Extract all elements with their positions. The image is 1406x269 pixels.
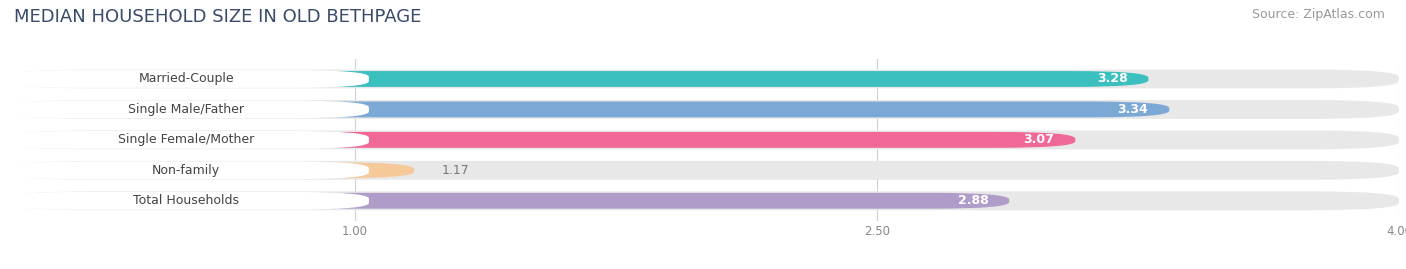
Text: Source: ZipAtlas.com: Source: ZipAtlas.com bbox=[1251, 8, 1385, 21]
Text: 3.07: 3.07 bbox=[1024, 133, 1054, 146]
FancyBboxPatch shape bbox=[7, 162, 415, 178]
Text: Single Male/Father: Single Male/Father bbox=[128, 103, 245, 116]
FancyBboxPatch shape bbox=[7, 130, 1399, 149]
Text: Non-family: Non-family bbox=[152, 164, 221, 177]
FancyBboxPatch shape bbox=[7, 69, 1399, 89]
FancyBboxPatch shape bbox=[7, 100, 1399, 119]
FancyBboxPatch shape bbox=[7, 71, 1149, 87]
FancyBboxPatch shape bbox=[7, 101, 1170, 117]
FancyBboxPatch shape bbox=[4, 70, 368, 88]
Text: Single Female/Mother: Single Female/Mother bbox=[118, 133, 254, 146]
Text: 2.88: 2.88 bbox=[957, 194, 988, 207]
FancyBboxPatch shape bbox=[4, 192, 368, 210]
Text: 1.17: 1.17 bbox=[441, 164, 470, 177]
FancyBboxPatch shape bbox=[4, 161, 368, 179]
FancyBboxPatch shape bbox=[4, 101, 368, 118]
FancyBboxPatch shape bbox=[7, 193, 1010, 209]
FancyBboxPatch shape bbox=[7, 191, 1399, 210]
Text: Total Households: Total Households bbox=[134, 194, 239, 207]
FancyBboxPatch shape bbox=[4, 131, 368, 149]
FancyBboxPatch shape bbox=[7, 132, 1076, 148]
Text: Married-Couple: Married-Couple bbox=[138, 72, 233, 86]
FancyBboxPatch shape bbox=[7, 161, 1399, 180]
Text: MEDIAN HOUSEHOLD SIZE IN OLD BETHPAGE: MEDIAN HOUSEHOLD SIZE IN OLD BETHPAGE bbox=[14, 8, 422, 26]
Text: 3.34: 3.34 bbox=[1118, 103, 1149, 116]
Text: 3.28: 3.28 bbox=[1097, 72, 1128, 86]
